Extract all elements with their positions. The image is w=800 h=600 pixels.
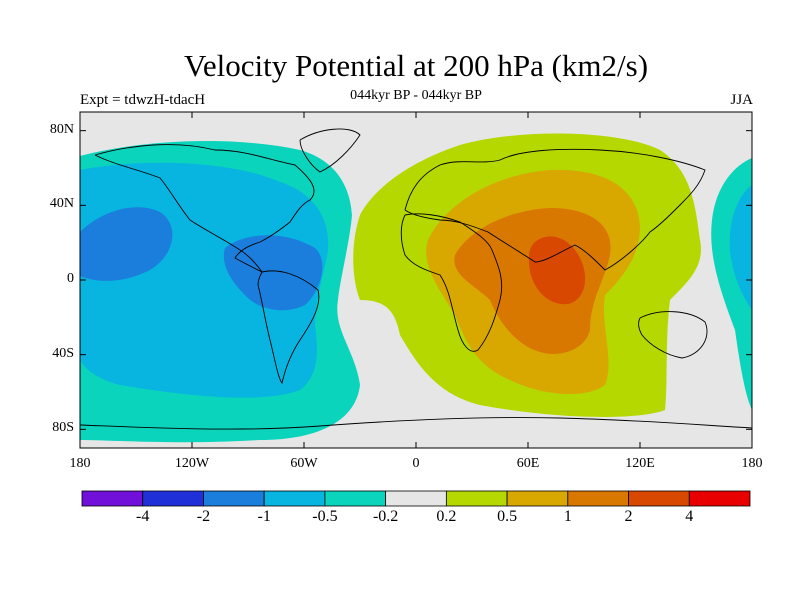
colorbar-label: 4 <box>685 508 694 525</box>
coast-antarctica <box>80 417 752 430</box>
field-pos-high <box>454 208 611 354</box>
lon-label: 180 <box>69 456 91 471</box>
contour-field <box>80 112 752 448</box>
period-label: 044kyr BP - 044kyr BP <box>350 88 482 103</box>
axis-ticks <box>79 112 753 448</box>
colorbar-swatch <box>567 490 629 507</box>
coast-australia <box>638 311 708 359</box>
colorbar-label: 0.2 <box>436 508 457 525</box>
coast-europe <box>404 148 706 271</box>
colorbar-label: 0.5 <box>497 508 518 525</box>
coastlines <box>80 128 752 430</box>
colorbar-swatch <box>263 490 326 507</box>
colorbar-swatch <box>445 490 508 507</box>
colorbar-label: -1 <box>257 508 271 525</box>
colorbar <box>81 490 751 507</box>
experiment-label: Expt = tdwzH-tdacH <box>80 92 206 108</box>
colorbar-label: -0.5 <box>312 508 338 525</box>
coast-africa <box>400 213 503 352</box>
lat-label: 80S <box>52 420 74 436</box>
coast-north-america <box>94 144 315 273</box>
lon-label: 180 <box>741 456 763 471</box>
lat-label: 0 <box>67 271 74 286</box>
lon-label: 120E <box>625 456 655 471</box>
lon-label: 60W <box>290 456 318 471</box>
colorbar-label: -4 <box>136 508 150 525</box>
lon-label: 60E <box>516 456 540 471</box>
colorbar-swatch <box>203 490 265 507</box>
colorbar-swatch <box>142 490 204 507</box>
lat-label: 80N <box>49 121 74 137</box>
lon-label: 0 <box>412 456 420 471</box>
lat-label: 40N <box>49 196 74 212</box>
colorbar-swatch <box>81 490 144 507</box>
season-label: JJA <box>730 92 753 108</box>
field-neg-core-pacific <box>80 207 173 281</box>
field-neg-core-caribbean <box>223 235 323 311</box>
field-neg-mid-east <box>729 185 752 310</box>
coast-south-america <box>257 270 320 385</box>
lon-label: 120W <box>174 456 210 471</box>
colorbar-label: 1 <box>563 508 572 525</box>
coast-greenland <box>299 128 361 173</box>
colorbar-swatch <box>688 490 751 507</box>
colorbar-label: -0.2 <box>372 508 399 525</box>
colorbar-swatch <box>385 490 447 507</box>
chart-title: Velocity Potential at 200 hPa (km2/s) <box>183 48 649 83</box>
colorbar-swatch <box>506 490 569 507</box>
colorbar-label: -2 <box>196 508 211 525</box>
field-pos-core <box>528 236 586 305</box>
colorbar-swatch <box>324 490 387 507</box>
colorbar-label: 2 <box>624 508 633 525</box>
lat-label: 40S <box>52 345 74 361</box>
colorbar-swatch <box>628 490 690 507</box>
